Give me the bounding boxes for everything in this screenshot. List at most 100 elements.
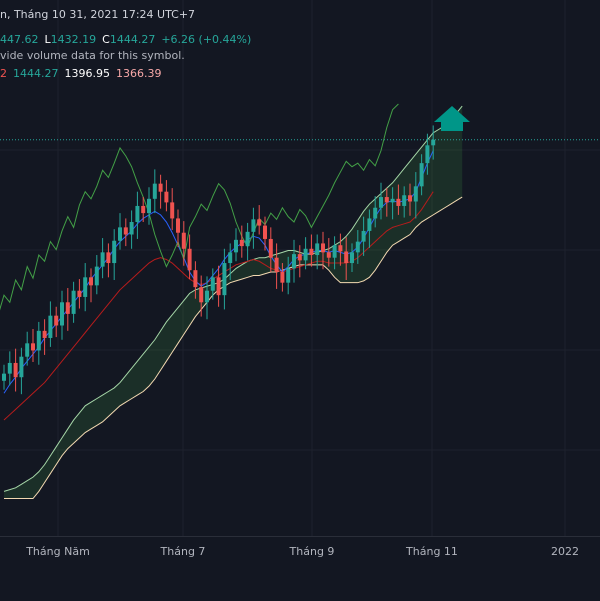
candle <box>355 230 360 264</box>
candle-body <box>60 302 64 326</box>
candle <box>100 238 105 279</box>
candle <box>112 229 117 280</box>
candle-body <box>19 356 24 378</box>
candle <box>19 347 24 395</box>
ichimoku-legend: 2 1444.27 1396.95 1366.39 <box>0 67 162 80</box>
candle <box>408 183 412 216</box>
candle <box>280 263 285 292</box>
low-value: 1432.19 <box>50 33 97 46</box>
candle-body <box>2 373 6 381</box>
candle-body <box>152 183 157 199</box>
candle <box>361 216 366 256</box>
candle-body <box>7 362 12 374</box>
candle-body <box>355 241 360 253</box>
candle <box>210 268 215 300</box>
candle-body <box>402 195 407 206</box>
candle <box>390 187 395 220</box>
candle-body <box>36 330 41 351</box>
candlestick-series <box>2 125 436 395</box>
change-value: +6.26 (+0.44%) <box>161 33 252 46</box>
candle <box>205 276 209 320</box>
candle <box>36 321 41 365</box>
ichimoku-prefix: 2 <box>0 67 7 80</box>
candle <box>118 213 122 250</box>
candle <box>228 243 233 280</box>
candle-body <box>210 277 215 291</box>
candle-body <box>228 252 233 264</box>
candle-body <box>94 266 99 286</box>
candle-body <box>25 343 30 357</box>
candle-body <box>234 239 238 253</box>
candle-body <box>251 219 256 232</box>
candle-body <box>408 195 412 202</box>
candle-body <box>100 252 105 267</box>
open-value: 447.62 <box>0 33 39 46</box>
x-tick-label: Tháng 11 <box>406 545 458 558</box>
candle-body <box>135 205 140 223</box>
candle <box>170 188 175 231</box>
candle-body <box>344 251 349 264</box>
senkou-a-line <box>3 105 463 492</box>
candle <box>239 225 244 258</box>
candle-body <box>338 245 343 252</box>
candle <box>292 239 296 283</box>
candle-body <box>257 219 262 226</box>
candle <box>222 248 227 310</box>
candle <box>181 221 186 266</box>
candle <box>13 348 18 392</box>
candle <box>25 331 30 366</box>
candle <box>286 256 291 295</box>
candle <box>274 243 279 289</box>
candle <box>152 169 157 214</box>
time-axis[interactable]: Tháng Năm Tháng 7 Tháng 9 Tháng 11 2022 <box>0 536 600 601</box>
candle <box>268 227 273 272</box>
candle <box>158 174 163 209</box>
candle <box>303 237 308 270</box>
candle-body <box>245 231 250 247</box>
candle <box>338 233 343 266</box>
candle-body <box>158 183 163 192</box>
candle <box>106 243 111 278</box>
candle-body <box>129 222 134 235</box>
candle-body <box>141 205 146 214</box>
ichimoku-cloud <box>3 105 463 500</box>
candle-body <box>280 271 285 283</box>
candle-body <box>390 198 395 203</box>
candle <box>129 210 134 249</box>
candle-body <box>83 277 88 297</box>
candle <box>384 188 389 217</box>
candle <box>71 281 76 323</box>
candle-body <box>297 254 302 261</box>
candle <box>344 237 349 280</box>
candle <box>332 236 337 270</box>
candle <box>234 228 238 262</box>
candle-body <box>193 270 198 288</box>
candle-body <box>350 252 354 264</box>
candle-body <box>361 230 366 242</box>
candle <box>164 180 169 212</box>
candle <box>326 238 331 267</box>
candle <box>187 234 192 280</box>
candle-body <box>321 243 325 253</box>
candle <box>2 364 6 390</box>
candle <box>315 234 320 270</box>
candle-body <box>71 290 76 314</box>
candle-body <box>303 248 308 261</box>
candle-body <box>199 287 204 303</box>
senkou-b-line <box>4 196 463 500</box>
x-tick-label: Tháng 9 <box>289 545 335 558</box>
candle <box>7 351 12 386</box>
title-fragment: n, Tháng 10 31, 2021 17:24 UTC+7 <box>0 8 196 21</box>
x-tick-label: 2022 <box>551 545 579 558</box>
candle-body <box>187 248 192 271</box>
candle-body <box>123 227 128 235</box>
candle-body <box>118 227 122 241</box>
candle-body <box>42 330 47 338</box>
candle-body <box>431 139 436 146</box>
candle <box>350 243 354 272</box>
candle <box>54 306 59 338</box>
candle <box>89 268 93 303</box>
low-label: L <box>44 33 51 46</box>
candle-body <box>106 252 111 264</box>
